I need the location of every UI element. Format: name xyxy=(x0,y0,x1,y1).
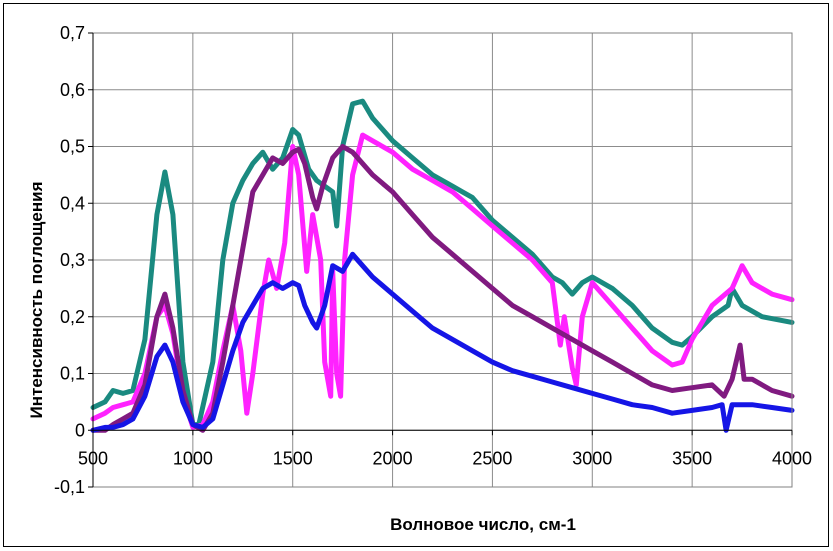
x-axis-label: Волновое число, см-1 xyxy=(390,515,576,534)
chart-frame xyxy=(3,3,829,547)
y-tick-label: 0,7 xyxy=(60,23,85,43)
series-line-1 xyxy=(90,98,795,428)
series-line-4 xyxy=(90,251,795,433)
tick-labels: 500 1000 1500 2000 2500 3000 3500 4000 -0,1 0 0,1 0… xyxy=(54,23,812,497)
y-tick-label: 0,5 xyxy=(60,137,85,157)
y-tick-label: -0,1 xyxy=(54,477,85,497)
axes xyxy=(88,32,793,488)
y-tick-label: 0,3 xyxy=(60,250,85,270)
series-line-3 xyxy=(90,144,795,433)
x-tick-label: 2000 xyxy=(373,448,413,468)
y-tick-label: 0,6 xyxy=(60,80,85,100)
y-tick-label: 0 xyxy=(75,420,85,440)
x-tick-label: 1000 xyxy=(173,448,213,468)
x-tick-label: 500 xyxy=(78,448,108,468)
x-tick-label: 1500 xyxy=(273,448,313,468)
series-layer xyxy=(90,98,795,433)
y-tick-label: 0,4 xyxy=(60,193,85,213)
x-tick-label: 2500 xyxy=(472,448,512,468)
x-tick-label: 3000 xyxy=(572,448,612,468)
y-tick-label: 0,2 xyxy=(60,307,85,327)
x-tick-label: 4000 xyxy=(772,448,812,468)
y-tick-label: 0,1 xyxy=(60,364,85,384)
y-axis-label: Интенсивность поглощения xyxy=(27,182,46,419)
x-tick-label: 3500 xyxy=(672,448,712,468)
